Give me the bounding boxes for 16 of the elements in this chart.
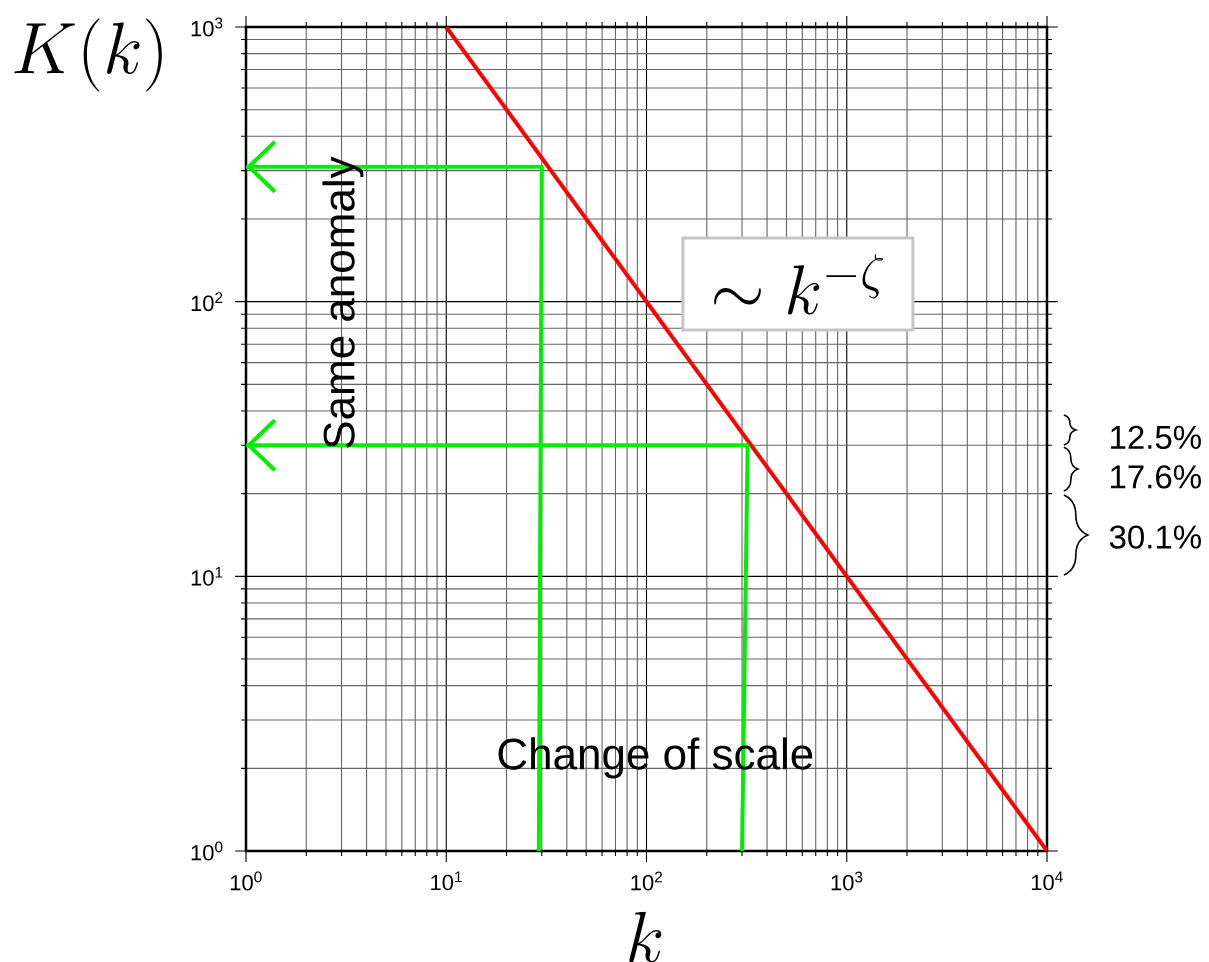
y-tick-label: 10$^{0}$: [191, 841, 223, 861]
text: 17.6%: [1111, 465, 1201, 489]
x-tick-label: 10$^{4}$: [1031, 871, 1063, 891]
text: 12.5%: [1111, 425, 1201, 450]
text: 30.1%: [1109, 525, 1201, 549]
y-tick-label: 10$^{2}$: [191, 292, 223, 312]
y-axis-title: $K(k)$: [14, 18, 162, 92]
y-tick-label: 10$^{1}$: [191, 566, 223, 586]
annotation: $\sim k^{-\zeta}$: [714, 254, 884, 315]
annotation: Same anomaly: [322, 156, 364, 448]
x-tick-label: 10$^{1}$: [431, 871, 462, 891]
x-tick-label: 10$^{3}$: [831, 871, 863, 891]
x-tick-label: 10$^{0}$: [230, 871, 262, 891]
x-axis-title: $k$: [629, 911, 662, 962]
y-tick-label: 10$^{3}$: [191, 17, 223, 37]
x-tick-label: 10$^{2}$: [631, 871, 662, 891]
